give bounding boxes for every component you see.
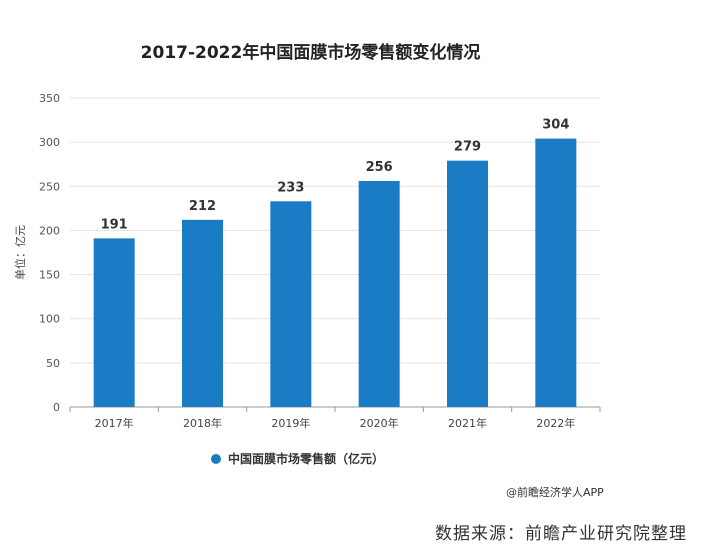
x-tick-label: 2019年: [271, 416, 310, 430]
data-label: 279: [454, 140, 481, 155]
x-tick-label: 2017年: [95, 416, 134, 430]
y-tick-label: 300: [39, 136, 60, 149]
x-tick-label: 2020年: [360, 416, 399, 430]
bar: [358, 180, 400, 407]
y-tick-label: 200: [39, 224, 60, 237]
data-label: 191: [101, 217, 128, 232]
chart-card: 2017-2022年中国面膜市场零售额变化情况 0 50 100 150 200 250 3…: [8, 8, 613, 499]
y-tick-label: 250: [39, 180, 60, 193]
x-tick-label: 2022年: [536, 416, 575, 430]
data-label: 212: [189, 199, 216, 214]
bar: [447, 160, 488, 407]
bar: [270, 201, 312, 407]
x-tick-label: 2021年: [448, 416, 487, 430]
bar: [535, 138, 577, 407]
y-tick-label: 50: [46, 357, 60, 370]
y-axis-label: 单位：亿元: [13, 225, 27, 280]
y-tick-label: 0: [53, 401, 60, 414]
legend-label: 中国面膜市场零售额（亿元）: [228, 451, 384, 466]
bar: [93, 238, 135, 407]
data-label: 304: [542, 118, 569, 133]
credit-text: @前瞻经济学人APP: [506, 486, 604, 499]
legend-marker: [211, 454, 221, 464]
data-label: 233: [277, 180, 304, 195]
data-label: 256: [366, 160, 393, 175]
chart-title: 2017-2022年中国面膜市场零售额变化情况: [140, 43, 481, 63]
bar-chart: 0 50 100 150 200 250 300 350 单位：亿元 191 2017年 212 201…: [13, 92, 601, 466]
y-tick-label: 350: [39, 92, 60, 105]
y-tick-label: 100: [39, 313, 60, 326]
bar: [182, 219, 223, 407]
x-tick-label: 2018年: [183, 416, 222, 430]
source-text: 数据来源：前瞻产业研究院整理: [435, 524, 687, 544]
y-tick-label: 150: [39, 269, 60, 282]
